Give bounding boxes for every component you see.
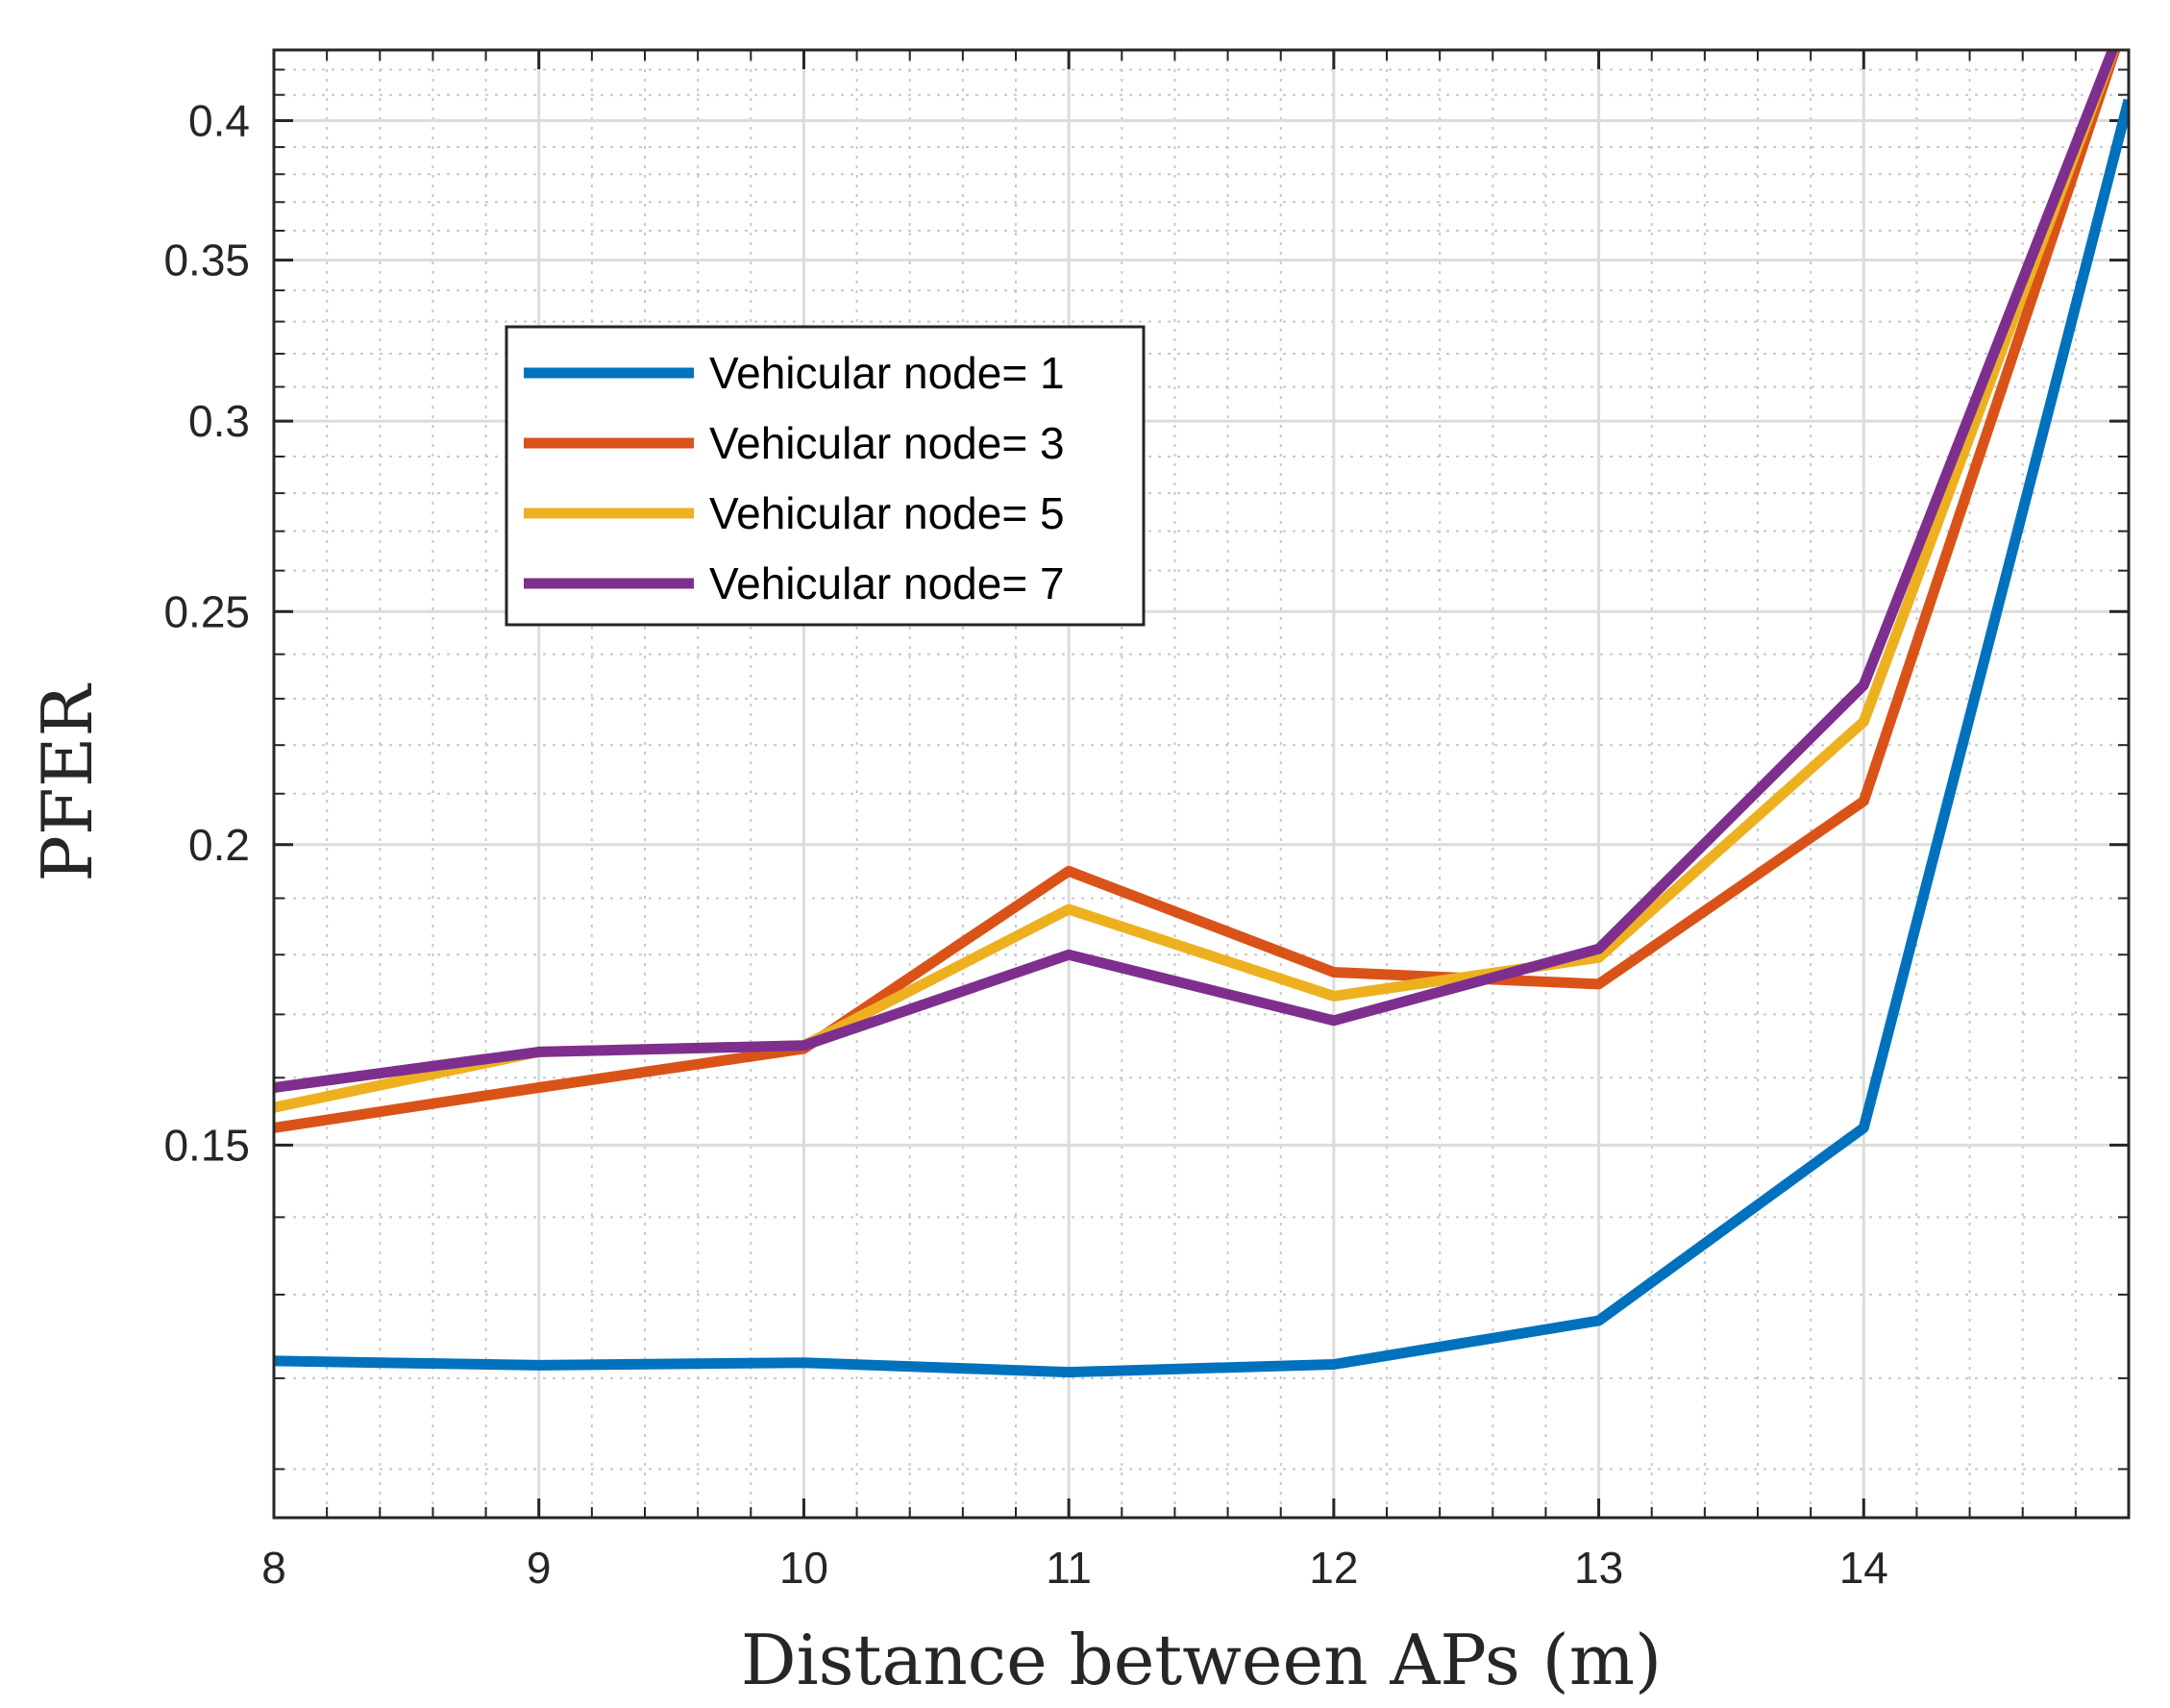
y-tick-labels: 0.15 0.2 0.25 0.3 0.35 0.4 bbox=[163, 96, 250, 1171]
x-tick-label: 8 bbox=[261, 1543, 286, 1593]
x-tick-label: 14 bbox=[1839, 1543, 1888, 1593]
y-tick-label: 0.15 bbox=[163, 1120, 250, 1170]
x-tick-label: 11 bbox=[1046, 1543, 1092, 1593]
x-tick-label: 13 bbox=[1574, 1543, 1623, 1593]
series-lines bbox=[274, 50, 2129, 1378]
series-line-4 bbox=[274, 50, 2119, 1093]
x-tick-labels: 8 9 10 11 12 13 14 bbox=[261, 1543, 1888, 1593]
plot-area bbox=[274, 50, 2129, 1518]
legend-label-1: Vehicular node= 1 bbox=[709, 348, 1065, 398]
axis-ticks bbox=[272, 50, 2129, 1518]
y-tick-label: 0.35 bbox=[163, 235, 250, 285]
y-tick-label: 0.3 bbox=[188, 396, 250, 446]
y-tick-label: 0.4 bbox=[188, 96, 250, 146]
legend-label-2: Vehicular node= 3 bbox=[709, 418, 1065, 468]
y-axis-label: PFER bbox=[27, 683, 108, 882]
series-line-2 bbox=[274, 50, 2121, 1133]
x-tick-label: 10 bbox=[779, 1543, 828, 1593]
legend-label-4: Vehicular node= 7 bbox=[709, 558, 1065, 608]
x-tick-label: 9 bbox=[527, 1543, 552, 1593]
legend: Vehicular node= 1 Vehicular node= 3 Vehicu… bbox=[505, 325, 1146, 627]
y-tick-label: 0.25 bbox=[163, 586, 250, 636]
axes-box bbox=[272, 48, 2131, 1520]
legend-label-3: Vehicular node= 5 bbox=[709, 488, 1065, 538]
series-line-1 bbox=[274, 98, 2129, 1378]
y-tick-label: 0.2 bbox=[188, 820, 250, 870]
x-axis-label: Distance between APs (m) bbox=[741, 1620, 1662, 1700]
x-tick-label: 12 bbox=[1309, 1543, 1358, 1593]
